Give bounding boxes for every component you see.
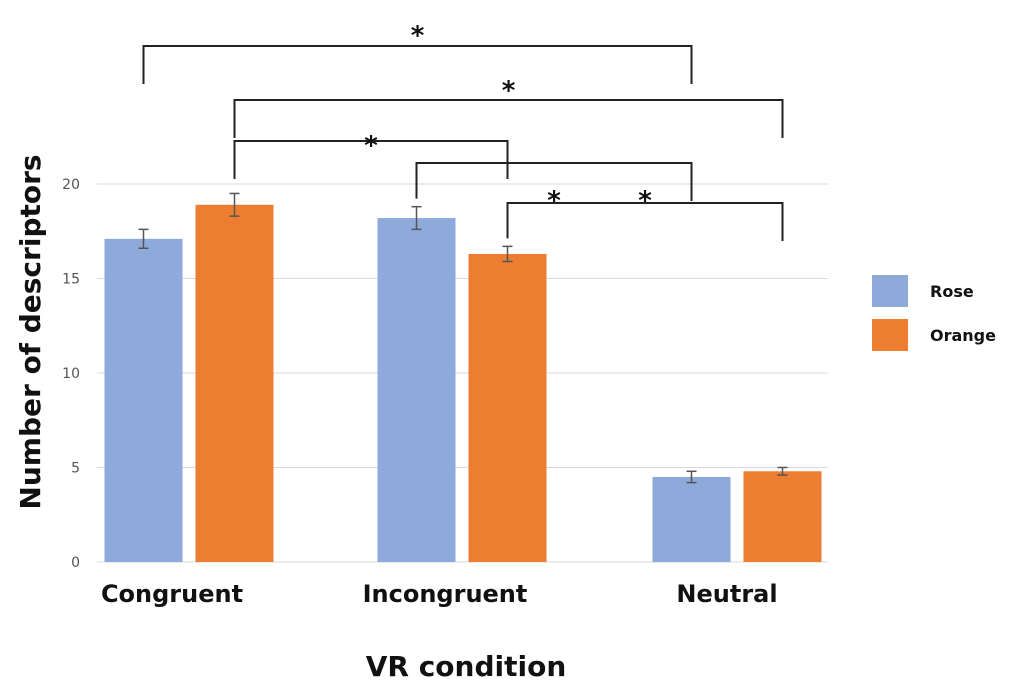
y-tick-label: 0 bbox=[71, 555, 80, 571]
y-tick-label: 10 bbox=[62, 366, 80, 382]
error-bars bbox=[138, 192, 788, 484]
legend: Rose Orange bbox=[872, 275, 996, 351]
x-axis-title: VR condition bbox=[366, 650, 567, 682]
legend-label-orange: Orange bbox=[930, 326, 996, 345]
y-tick-label: 15 bbox=[62, 272, 80, 288]
bar-rose-incongruent bbox=[377, 218, 456, 562]
y-axis-ticks: 0 5 10 15 20 bbox=[62, 177, 80, 571]
significance-star: * bbox=[364, 131, 378, 161]
bar-rose-congruent bbox=[104, 238, 183, 562]
y-axis-title: Number of descriptors bbox=[14, 154, 47, 509]
significance-star: * bbox=[411, 21, 425, 51]
significance-star: * bbox=[502, 76, 516, 106]
significance-bracket: * bbox=[233, 131, 509, 179]
x-category-label: Congruent bbox=[101, 580, 243, 608]
significance-bracket: * bbox=[233, 76, 784, 138]
significance-bracket: * bbox=[506, 186, 784, 241]
y-tick-label: 5 bbox=[71, 461, 80, 477]
legend-label-rose: Rose bbox=[930, 282, 974, 301]
significance-star: * bbox=[547, 186, 561, 216]
legend-swatch-orange bbox=[872, 319, 908, 351]
error-bar bbox=[502, 245, 513, 263]
bar-orange-congruent bbox=[195, 204, 274, 563]
x-axis-categories: Congruent Incongruent Neutral bbox=[101, 580, 778, 608]
x-category-label: Neutral bbox=[676, 580, 777, 608]
legend-swatch-rose bbox=[872, 275, 908, 307]
bar-rose-neutral bbox=[652, 476, 731, 562]
significance-brackets: * * * * * bbox=[142, 21, 784, 241]
y-tick-label: 20 bbox=[62, 177, 80, 193]
bar-orange-neutral bbox=[743, 471, 822, 562]
error-bar bbox=[411, 205, 422, 231]
significance-bracket: * bbox=[142, 21, 693, 84]
error-bar bbox=[229, 192, 240, 217]
significance-bracket: * bbox=[415, 162, 693, 216]
error-bar bbox=[138, 228, 149, 250]
x-category-label: Incongruent bbox=[363, 580, 528, 608]
error-bar bbox=[777, 466, 788, 476]
significance-star: * bbox=[638, 186, 652, 216]
bars bbox=[104, 204, 822, 563]
bar-orange-incongruent bbox=[468, 253, 547, 562]
error-bar bbox=[686, 470, 697, 484]
